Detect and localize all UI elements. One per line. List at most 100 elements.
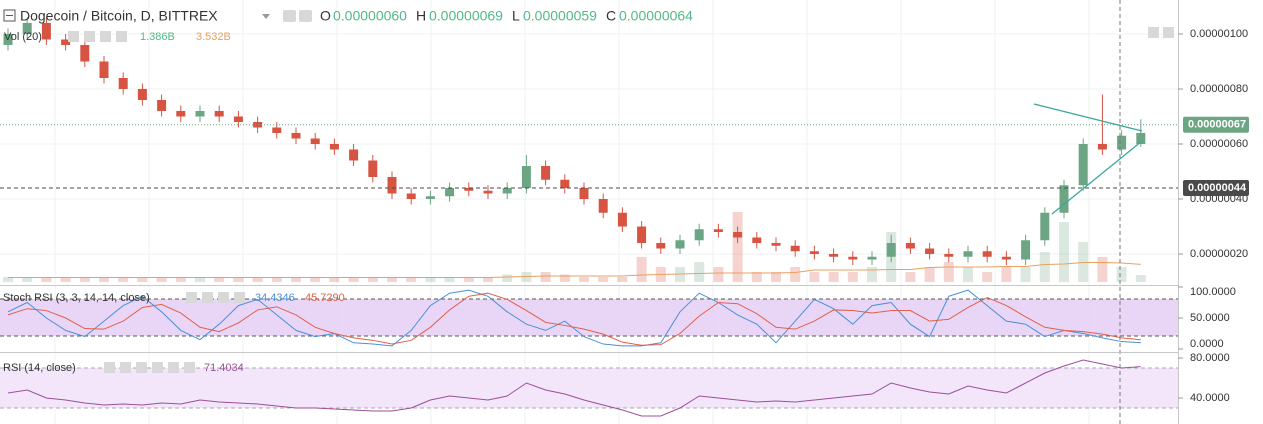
candle-body xyxy=(809,251,819,255)
volume-bar xyxy=(847,272,858,282)
icon[interactable] xyxy=(1163,27,1174,38)
indicator-line xyxy=(7,289,1141,347)
candle-body xyxy=(848,256,858,260)
volume-bar xyxy=(617,277,628,282)
icon[interactable] xyxy=(100,31,111,42)
ohlc-value: 0.00000064 xyxy=(619,8,693,24)
stoch-band xyxy=(0,299,1178,336)
ohlc-key: L xyxy=(512,8,520,24)
ohlc-value: 0.00000059 xyxy=(523,8,597,24)
candle-body xyxy=(637,226,647,244)
icon[interactable] xyxy=(218,292,229,303)
candle-body xyxy=(886,243,896,257)
y-tick-label: 0.00000060 xyxy=(1190,138,1248,150)
volume-bar xyxy=(444,277,455,282)
volume-bar xyxy=(483,277,493,282)
volume-bar xyxy=(195,277,205,282)
candle-body xyxy=(137,88,147,100)
volume-bar xyxy=(943,262,954,282)
candle-body xyxy=(502,188,512,194)
volume-bar xyxy=(99,277,109,282)
y-tick-label: 0.0000 xyxy=(1190,338,1224,350)
indicator-value: 34.4346 xyxy=(255,292,295,304)
candle-body xyxy=(253,121,263,128)
candle-body xyxy=(329,143,339,150)
icon[interactable] xyxy=(104,362,115,373)
candle-body xyxy=(80,44,90,62)
candle-body xyxy=(925,248,935,255)
trendline[interactable] xyxy=(1051,140,1143,215)
icon[interactable] xyxy=(136,362,147,373)
volume-bar xyxy=(1135,275,1146,282)
dropdown-icon[interactable] xyxy=(262,14,270,19)
candle-body xyxy=(1021,240,1031,260)
volume-value: 1.386B xyxy=(140,31,175,43)
icon[interactable] xyxy=(120,362,131,373)
volume-bar xyxy=(60,277,71,282)
volume-bar xyxy=(310,277,321,282)
y-tick-label: 40.0000 xyxy=(1190,392,1230,404)
indicator-title: RSI (14, close) xyxy=(3,362,76,374)
price-badge-label: 0.00000067 xyxy=(1188,119,1246,131)
volume-bar xyxy=(118,277,129,282)
volume-bar xyxy=(867,267,877,282)
volume-bar xyxy=(790,267,801,282)
candle-body xyxy=(445,188,455,197)
candle-body xyxy=(99,61,109,78)
volume-bar xyxy=(348,277,359,282)
y-tick-label: 0.00000080 xyxy=(1190,83,1248,95)
icon[interactable] xyxy=(202,292,213,303)
indicator-title: Stoch RSI (3, 3, 14, 14, close) xyxy=(3,292,150,304)
candle-body xyxy=(1078,143,1088,186)
candle-body xyxy=(944,254,954,257)
y-tick-label: 50.0000 xyxy=(1190,312,1230,324)
icon[interactable] xyxy=(68,31,79,42)
icon[interactable] xyxy=(84,31,95,42)
candle-body xyxy=(560,179,570,189)
candle-body xyxy=(1001,256,1011,260)
volume-bar xyxy=(1116,267,1127,282)
candle-body xyxy=(713,229,723,233)
icon[interactable] xyxy=(184,362,195,373)
candle-body xyxy=(118,77,128,89)
volume-bar xyxy=(905,272,916,282)
volume-bar xyxy=(809,272,820,282)
candle-body xyxy=(752,237,762,244)
axis: 0.000000200.000000400.000000600.00000080… xyxy=(1178,28,1249,404)
volume-bar xyxy=(367,277,378,282)
candle-body xyxy=(771,243,781,246)
candle-body xyxy=(1136,132,1146,144)
volume-bar xyxy=(982,272,993,282)
ohlc-key: C xyxy=(606,8,616,24)
indicator-value: 45.7290 xyxy=(305,292,345,304)
icon[interactable] xyxy=(234,292,245,303)
icon[interactable] xyxy=(116,31,127,42)
icon[interactable] xyxy=(1148,27,1159,38)
trendline[interactable] xyxy=(1033,103,1143,132)
volume-bar xyxy=(41,277,52,282)
candle-body xyxy=(41,22,51,40)
icon[interactable] xyxy=(168,362,179,373)
candle-body xyxy=(617,212,627,227)
indicator-line xyxy=(7,359,1141,417)
volume-bar xyxy=(252,277,263,282)
volume-bar xyxy=(463,277,474,282)
candle-body xyxy=(349,149,359,161)
icon[interactable] xyxy=(152,362,163,373)
icon[interactable] xyxy=(299,10,312,22)
collapse-icon[interactable] xyxy=(3,9,16,22)
candle-body xyxy=(195,110,205,117)
indicator-line xyxy=(7,292,1141,346)
volume-bar xyxy=(694,262,705,282)
candle-body xyxy=(483,190,493,194)
volume-bar xyxy=(406,277,417,282)
candle-body xyxy=(521,166,531,189)
candle-body xyxy=(22,22,32,34)
icon[interactable] xyxy=(283,10,296,22)
candle-body xyxy=(310,138,320,144)
icon[interactable] xyxy=(186,292,197,303)
volume-bar xyxy=(559,274,570,282)
candle-body xyxy=(905,243,915,249)
